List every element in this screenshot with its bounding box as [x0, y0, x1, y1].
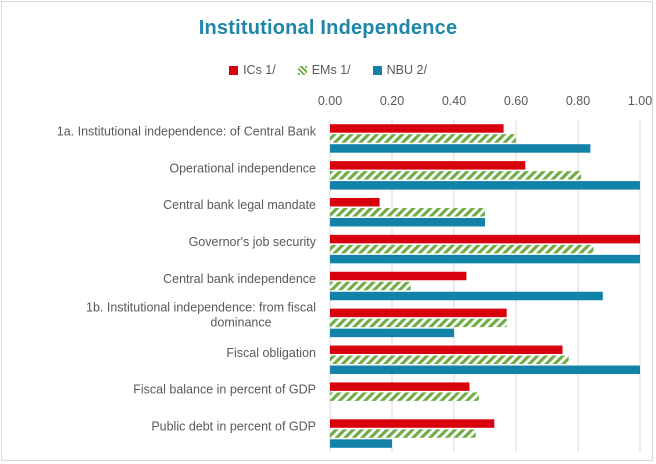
bar-ics	[330, 345, 563, 355]
bar-ems	[330, 318, 507, 328]
x-tick-label: 0.40	[442, 94, 466, 108]
legend-swatch-nbu	[372, 65, 382, 75]
bar-ems	[330, 244, 594, 254]
bar-ems	[330, 207, 485, 217]
bar-ems	[330, 171, 582, 180]
legend-item-ems: EMs 1/	[297, 63, 351, 77]
category-label: Fiscal balance in percent of GDP	[133, 383, 316, 397]
legend: ICs 1/ EMs 1/ NBU 2/	[0, 62, 656, 78]
bar-nbu	[330, 439, 392, 448]
category-label: Governor's job security	[189, 235, 317, 249]
category-label: Central bank independence	[163, 272, 316, 286]
bar-nbu	[330, 217, 485, 227]
bar-nbu	[330, 291, 603, 301]
bars	[330, 124, 640, 448]
legend-label-nbu: NBU 2/	[386, 63, 427, 77]
bar-nbu	[330, 328, 454, 338]
bar-ics	[330, 234, 640, 244]
category-label: 1a. Institutional independence: of Centr…	[57, 124, 317, 138]
bar-ics	[330, 382, 470, 391]
bar-nbu	[330, 144, 591, 153]
bar-nbu	[330, 365, 640, 375]
bar-ics	[330, 419, 495, 428]
bar-ics	[330, 124, 504, 133]
bar-ics	[330, 271, 467, 281]
x-tick-label: 1.00	[628, 94, 652, 108]
legend-swatch-ems	[297, 65, 307, 75]
chart-title: Institutional Independence	[198, 17, 458, 39]
bar-ems	[330, 355, 569, 365]
category-label: Public debt in percent of GDP	[151, 420, 316, 434]
x-tick-label: 0.20	[380, 94, 404, 108]
legend-swatch-ics	[229, 65, 239, 75]
bar-ems	[330, 392, 479, 401]
bar-nbu	[330, 181, 640, 190]
legend-item-ics: ICs 1/	[229, 63, 276, 77]
x-tick-label: 0.80	[566, 94, 590, 108]
bar-ems	[330, 429, 476, 438]
bar-ics	[330, 308, 507, 318]
category-label: Central bank legal mandate	[163, 198, 316, 212]
category-label: 1b. Institutional independence: from fis…	[86, 300, 316, 329]
legend-label-ics: ICs 1/	[243, 63, 276, 77]
category-labels: 1a. Institutional independence: of Centr…	[57, 124, 317, 433]
legend-label-ems: EMs 1/	[311, 63, 351, 77]
category-label: Fiscal obligation	[226, 346, 316, 360]
x-tick-label: 0.00	[318, 94, 342, 108]
legend-item-nbu: NBU 2/	[372, 63, 427, 77]
category-label: Operational independence	[169, 161, 316, 175]
x-tick-label: 0.60	[504, 94, 528, 108]
x-axis-ticks: 0.00 0.20 0.40 0.60 0.80 1.00	[318, 94, 652, 108]
bar-ics	[330, 161, 526, 170]
bar-ems	[330, 134, 516, 143]
bar-ics	[330, 197, 380, 207]
bar-ems	[330, 281, 411, 291]
bar-nbu	[330, 254, 640, 264]
